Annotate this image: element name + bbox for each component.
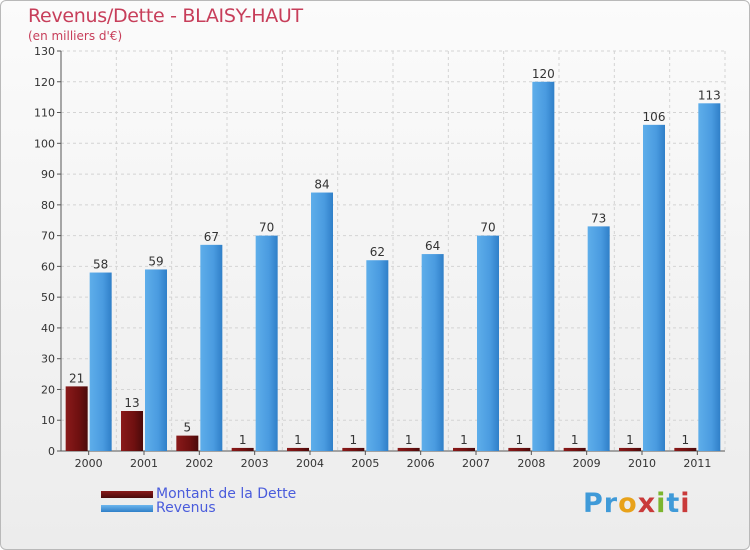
x-tick-label: 2011: [683, 457, 711, 470]
debt-bar: [176, 435, 199, 451]
x-tick-label: 2000: [75, 457, 103, 470]
y-tick-label: 60: [41, 260, 55, 273]
y-tick-label: 80: [41, 199, 55, 212]
debt-bar: [453, 447, 475, 451]
debt-value-label: 5: [184, 421, 192, 435]
revenue-value-label: 120: [532, 67, 555, 81]
revenue-bar: [587, 226, 610, 451]
revenue-bar: [421, 254, 444, 451]
revenue-bar: [532, 81, 555, 452]
logo-letter: o: [618, 488, 638, 519]
revenue-bar: [311, 192, 333, 452]
x-tick-label: 2007: [462, 457, 490, 470]
y-tick-label: 10: [41, 414, 55, 427]
revenue-value-label: 58: [93, 258, 108, 272]
legend-label-debt: Montant de la Dette: [156, 486, 297, 502]
revenue-value-label: 113: [698, 88, 721, 102]
proxiti-logo: Proxiti: [583, 488, 691, 519]
revenue-bar: [145, 269, 167, 451]
x-tick-label: 2010: [628, 457, 656, 470]
debt-value-label: 1: [294, 433, 302, 447]
legend-label-revenue: Revenus: [156, 500, 216, 516]
debt-value-label: 21: [69, 371, 84, 385]
revenue-value-label: 59: [148, 254, 163, 268]
revenue-value-label: 67: [204, 230, 219, 244]
debt-value-label: 1: [405, 433, 413, 447]
x-tick-label: 2001: [130, 457, 158, 470]
revenue-value-label: 62: [370, 245, 385, 259]
y-tick-label: 110: [34, 107, 55, 120]
debt-value-label: 1: [460, 433, 468, 447]
legend-swatch-debt: [101, 490, 153, 498]
y-tick-label: 50: [41, 291, 55, 304]
debt-value-label: 13: [124, 396, 139, 410]
revenue-bar: [89, 272, 112, 451]
debt-value-label: 1: [516, 433, 524, 447]
x-tick-label: 2004: [296, 457, 324, 470]
y-tick-label: 120: [34, 76, 55, 89]
y-tick-label: 30: [41, 353, 55, 366]
revenue-bar: [477, 235, 499, 451]
debt-bar: [287, 447, 309, 451]
logo-letter: x: [637, 488, 657, 519]
chart-title: Revenus/Dette - BLAISY-HAUT: [28, 5, 303, 27]
logo-letter: i: [656, 488, 667, 519]
logo-letter: P: [583, 488, 604, 519]
debt-value-label: 1: [239, 433, 247, 447]
revenue-bar: [255, 235, 278, 451]
x-tick-label: 2005: [351, 457, 379, 470]
x-tick-label: 2009: [573, 457, 601, 470]
revenue-bar: [698, 103, 721, 452]
revenue-value-label: 84: [314, 178, 329, 192]
debt-value-label: 1: [626, 433, 634, 447]
chart-subtitle: (en milliers d'€): [28, 29, 123, 43]
debt-bar: [508, 447, 531, 451]
debt-bar: [619, 447, 641, 451]
y-tick-label: 0: [48, 445, 55, 458]
debt-bar: [65, 386, 88, 451]
x-tick-label: 2006: [407, 457, 435, 470]
revenue-bar: [643, 124, 665, 451]
y-tick-label: 70: [41, 230, 55, 243]
revenue-value-label: 70: [480, 221, 495, 235]
logo-letter: i: [680, 488, 691, 519]
y-tick-label: 20: [41, 383, 55, 396]
y-tick-label: 130: [34, 45, 55, 58]
debt-value-label: 1: [682, 433, 690, 447]
debt-bar: [342, 447, 365, 451]
debt-value-label: 1: [350, 433, 358, 447]
debt-value-label: 1: [571, 433, 579, 447]
revenue-value-label: 106: [643, 110, 666, 124]
x-tick-label: 2002: [185, 457, 213, 470]
debt-bar: [563, 447, 586, 451]
legend-item-debt: Montant de la Dette: [101, 486, 297, 502]
legend-swatch-revenue: [101, 504, 153, 512]
debt-bar: [674, 447, 697, 451]
debt-bar: [231, 447, 254, 451]
y-tick-label: 100: [34, 137, 55, 150]
y-tick-label: 40: [41, 322, 55, 335]
logo-letter: t: [666, 488, 681, 519]
revenue-bar: [200, 244, 223, 451]
debt-bar: [121, 411, 143, 451]
chart-legend: Montant de la Dette Revenus: [101, 486, 297, 516]
revenue-value-label: 73: [591, 211, 606, 225]
x-tick-label: 2008: [517, 457, 545, 470]
revenue-value-label: 64: [425, 239, 440, 253]
debt-bar: [397, 447, 420, 451]
revenue-bar: [366, 260, 389, 451]
legend-item-revenue: Revenus: [101, 500, 296, 516]
logo-letter: r: [603, 488, 619, 519]
revenue-value-label: 70: [259, 221, 274, 235]
y-tick-label: 90: [41, 168, 55, 181]
x-tick-label: 2003: [241, 457, 269, 470]
